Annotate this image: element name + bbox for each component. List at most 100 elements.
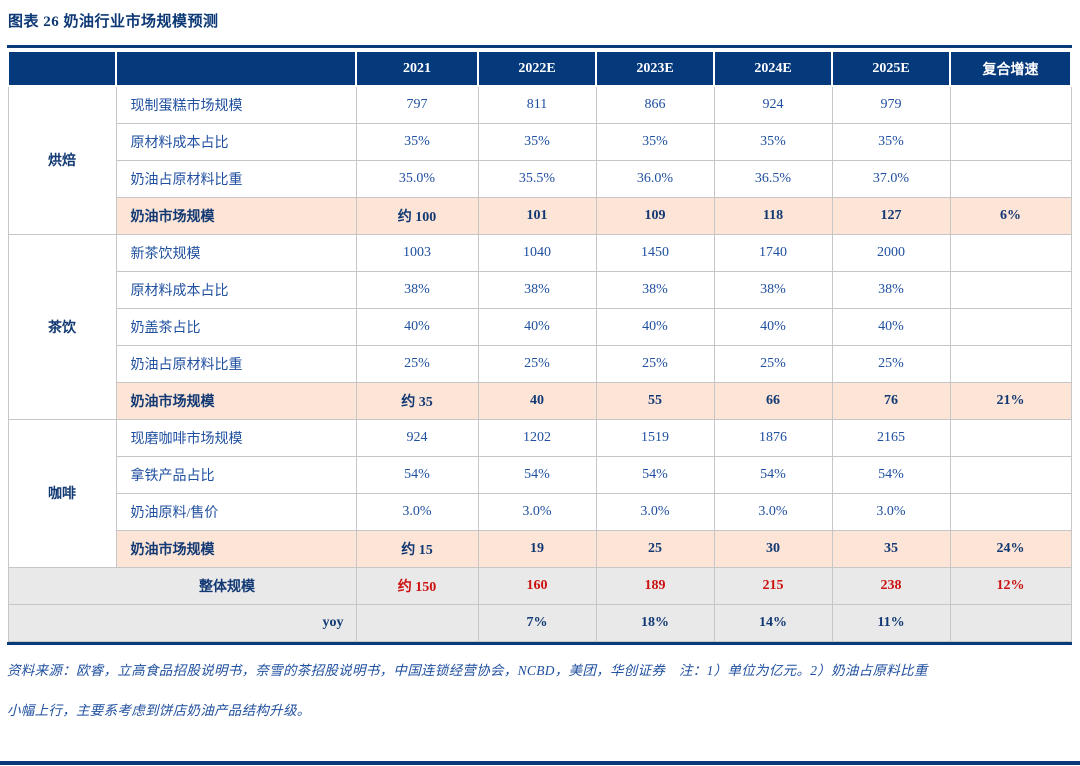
value-cell: 25% [477,344,597,383]
header-cell: 2025E [831,50,951,87]
summary-label-cell: yoy [7,603,357,642]
value-cell: 160 [477,566,597,605]
metric-label-cell: 现磨咖啡市场规模 [115,418,357,457]
footer-note: 资料来源：欧睿，立高食品招股说明书，奈雪的茶招股说明书，中国连锁经营协会，NCB… [7,659,1072,719]
metric-label-cell: 奶油原料/售价 [115,492,357,531]
value-cell: 35% [713,122,833,161]
value-cell: 36.5% [713,159,833,198]
value-cell: 40 [477,381,597,420]
value-cell: 3.0% [355,492,479,531]
value-cell: 37.0% [831,159,951,198]
table-row: 原材料成本占比 38% 38% 38% 38% 38% [8,270,1072,309]
category-cell: 咖啡 [7,418,117,568]
value-cell [949,603,1072,642]
source-note-line2: 小幅上行，主要系考虑到饼店奶油产品结构升级。 [7,702,311,718]
value-cell: 11% [831,603,951,642]
value-cell: 40% [355,307,479,346]
page-bottom-rule [0,761,1080,765]
value-cell: 40% [713,307,833,346]
metric-label-cell: 奶油占原材料比重 [115,159,357,198]
table-row: 奶油占原材料比重 25% 25% 25% 25% 25% [8,344,1072,383]
metric-label-cell: 奶盖茶占比 [115,307,357,346]
table-bottom-rule [7,641,1072,645]
value-cell: 1740 [713,233,833,272]
value-cell: 3.0% [831,492,951,531]
value-cell: 35% [355,122,479,161]
value-cell: 101 [477,196,597,235]
value-cell: 1519 [595,418,715,457]
value-cell: 36.0% [595,159,715,198]
value-cell: 238 [831,566,951,605]
value-cell [949,159,1072,198]
table-row: 奶盖茶占比 40% 40% 40% 40% 40% [8,307,1072,346]
header-cell-metric [115,50,357,87]
value-cell: 25% [831,344,951,383]
value-cell: 2000 [831,233,951,272]
value-cell: 35% [477,122,597,161]
value-cell [355,603,479,642]
value-cell: 18% [595,603,715,642]
value-cell: 54% [595,455,715,494]
value-cell: 189 [595,566,715,605]
value-cell: 66 [713,381,833,420]
header-cell-category [7,50,117,87]
table-top-rule [7,45,1072,48]
table-row: 奶油原料/售价 3.0% 3.0% 3.0% 3.0% 3.0% [8,492,1072,531]
value-cell [949,122,1072,161]
value-cell: 1003 [355,233,479,272]
value-cell: 1876 [713,418,833,457]
value-cell [949,455,1072,494]
summary-row-total: 整体规模约 150 160 189 215 238 12% [7,566,1072,605]
value-cell: 797 [355,85,479,124]
metric-label-cell: 原材料成本占比 [115,122,357,161]
value-cell: 54% [477,455,597,494]
report-page: 图表 26 奶油行业市场规模预测 2021 2022E 2023E 2024E 2025… [7,14,1072,719]
value-cell: 924 [713,85,833,124]
header-cell: 2022E [477,50,597,87]
value-cell: 7% [477,603,597,642]
value-cell: 25 [595,529,715,568]
value-cell: 35% [831,122,951,161]
table-row: 拿铁产品占比 54% 54% 54% 54% 54% [8,455,1072,494]
value-cell: 3.0% [713,492,833,531]
value-cell: 25% [355,344,479,383]
value-cell: 约 150 [355,566,479,605]
value-cell: 1450 [595,233,715,272]
summary-label-cell: 整体规模 [7,566,357,605]
header-cell: 复合增速 [949,50,1072,87]
value-cell: 979 [831,85,951,124]
metric-label-cell: 新茶饮规模 [115,233,357,272]
table-row: 茶饮 新茶饮规模 1003 1040 1450 1740 2000 [7,233,1072,420]
value-cell: 25% [595,344,715,383]
metric-label-cell: 奶油占原材料比重 [115,344,357,383]
value-cell: 1040 [477,233,597,272]
value-cell: 109 [595,196,715,235]
value-cell: 40% [595,307,715,346]
forecast-table: 2021 2022E 2023E 2024E 2025E 复合增速 烘焙 现制蛋糕市场规模 7… [7,50,1072,642]
value-cell: 38% [355,270,479,309]
table-header-row: 2021 2022E 2023E 2024E 2025E 复合增速 [7,50,1072,87]
metric-label-cell: 奶油市场规模 [115,529,357,568]
value-cell: 35 [831,529,951,568]
value-cell: 76 [831,381,951,420]
value-cell: 924 [355,418,479,457]
metric-label-cell: 现制蛋糕市场规模 [115,85,357,124]
value-cell: 866 [595,85,715,124]
value-cell: 35% [595,122,715,161]
value-cell [949,492,1072,531]
value-cell: 118 [713,196,833,235]
header-cell: 2021 [355,50,479,87]
value-cell [949,307,1072,346]
value-cell: 14% [713,603,833,642]
value-cell: 约 35 [355,381,479,420]
table-row: 原材料成本占比 35% 35% 35% 35% 35% [8,122,1072,161]
metric-label-cell: 奶油市场规模 [115,196,357,235]
value-cell: 54% [355,455,479,494]
summary-row-yoy: yoy 7% 18% 14% 11% [7,603,1072,642]
value-cell: 6% [949,196,1072,235]
metric-label-cell: 原材料成本占比 [115,270,357,309]
value-cell: 约 15 [355,529,479,568]
value-cell: 1202 [477,418,597,457]
value-cell: 3.0% [595,492,715,531]
metric-label-cell: 拿铁产品占比 [115,455,357,494]
